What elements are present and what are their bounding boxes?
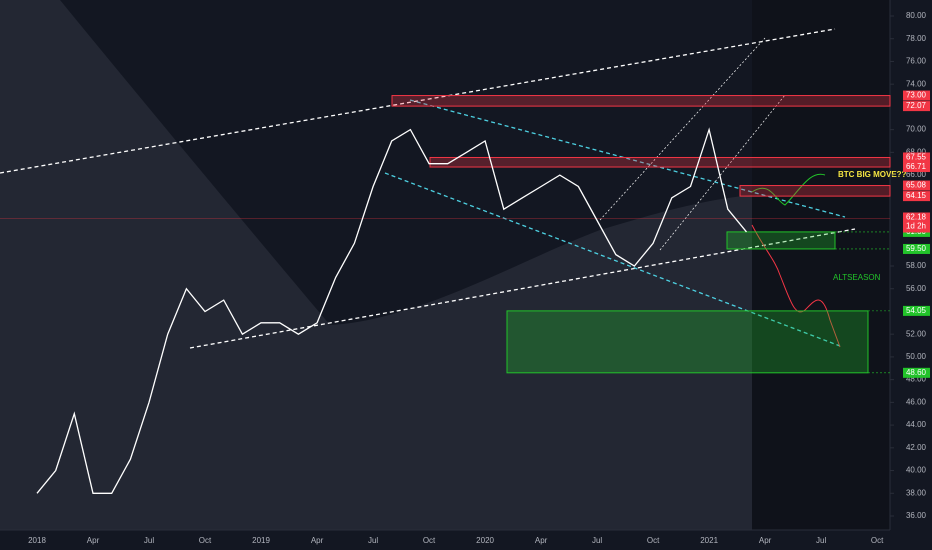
countdown-label: 1d 2h: [906, 222, 926, 231]
price-tag: [903, 90, 930, 101]
x-tick-label: 2020: [476, 536, 494, 545]
price-tag-label: 67.55: [906, 153, 927, 162]
y-tick-label: 40.00: [906, 466, 927, 475]
x-tick-label: 2018: [28, 536, 46, 545]
y-tick-label: 78.00: [906, 34, 927, 43]
x-tick-label: Jul: [592, 536, 602, 545]
price-line: [36, 127, 748, 494]
x-tick-label: Apr: [759, 536, 772, 545]
price-tag: [903, 243, 930, 254]
price-tag-label: 73.00: [906, 91, 927, 100]
price-tag: [903, 305, 930, 316]
y-tick-label: 36.00: [906, 511, 927, 520]
x-tick-label: Oct: [199, 536, 212, 545]
y-tick-label: 46.00: [906, 397, 927, 406]
price-tag: [903, 180, 930, 191]
price-tag-label: 64.15: [906, 191, 927, 200]
bull-projection: [751, 173, 826, 206]
x-tick-label: 2019: [252, 536, 270, 545]
price-tag: [903, 191, 930, 202]
zone: [506, 310, 869, 374]
y-tick-label: 58.00: [906, 261, 927, 270]
zone: [739, 185, 891, 197]
future-area: [752, 0, 890, 530]
price-tag: [903, 162, 930, 173]
x-tick-label: Apr: [87, 536, 100, 545]
y-tick-label: 50.00: [906, 352, 927, 361]
y-tick-label: 70.00: [906, 125, 927, 134]
y-tick-label: 48.00: [906, 375, 927, 384]
diag-b: [659, 94, 786, 251]
price-tag: [903, 101, 930, 112]
annotation-big-move: BTC BIG MOVE??: [838, 170, 907, 179]
x-tick-label: 2021: [700, 536, 718, 545]
cyan-upper: [409, 99, 846, 218]
y-tick-label: 44.00: [906, 420, 927, 429]
y-tick-label: 76.00: [906, 57, 927, 66]
y-tick-label: 80.00: [906, 11, 927, 20]
y-tick-label: 38.00: [906, 488, 927, 497]
price-tag-label: 48.60: [906, 368, 927, 377]
y-tick-label: 42.00: [906, 443, 927, 452]
y-tick-label: 66.00: [906, 170, 927, 179]
x-tick-label: Oct: [647, 536, 660, 545]
y-tick-label: 68.00: [906, 147, 927, 156]
current-price-label: 62.18: [906, 213, 927, 222]
price-tag-label: 65.08: [906, 181, 927, 190]
y-tick-label: 74.00: [906, 79, 927, 88]
y-tick-label: 52.00: [906, 329, 927, 338]
annotation-altseason: ALTSEASON: [833, 273, 881, 282]
shaded-area: [0, 0, 752, 530]
price-tag: [903, 367, 930, 378]
price-tag-label: 66.71: [906, 162, 927, 171]
x-tick-label: Jul: [368, 536, 378, 545]
y-tick-label: 56.00: [906, 284, 927, 293]
x-tick-label: Oct: [423, 536, 436, 545]
zone: [726, 231, 836, 250]
zone: [429, 156, 891, 168]
current-price-tag: [903, 212, 930, 233]
x-tick-label: Apr: [535, 536, 548, 545]
price-tag-label: 54.05: [906, 306, 927, 315]
price-tag-label: 59.50: [906, 244, 927, 253]
price-tag-label: 72.07: [906, 101, 927, 110]
zone: [391, 95, 891, 107]
x-tick-label: Jul: [144, 536, 154, 545]
diag-a: [599, 37, 766, 221]
x-tick-label: Oct: [871, 536, 884, 545]
x-tick-label: Jul: [816, 536, 826, 545]
bear-projection: [751, 224, 841, 348]
x-tick-label: Apr: [311, 536, 324, 545]
upper-channel: [0, 28, 836, 174]
price-tag: [903, 152, 930, 163]
